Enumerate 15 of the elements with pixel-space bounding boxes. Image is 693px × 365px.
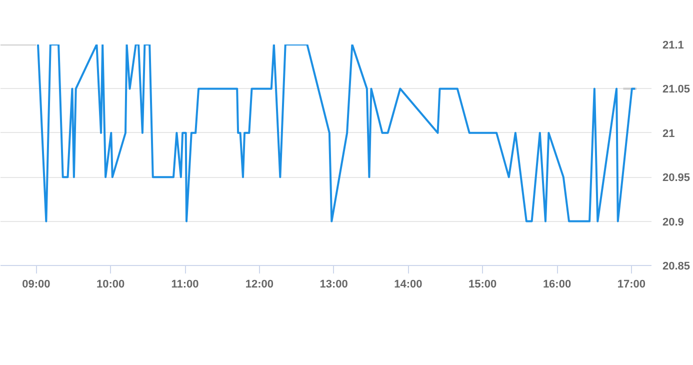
x-tick-label: 16:00 bbox=[542, 278, 572, 290]
x-tick-label: 17:00 bbox=[617, 278, 646, 290]
x-tick-label: 09:00 bbox=[22, 278, 50, 290]
y-tick-label: 20.9 bbox=[662, 216, 684, 228]
x-tick-label: 14:00 bbox=[394, 278, 422, 290]
x-tick-label: 10:00 bbox=[96, 278, 125, 290]
x-tick-label: 15:00 bbox=[468, 278, 497, 290]
y-tick-label: 20.85 bbox=[662, 260, 690, 272]
x-tick-label: 11:00 bbox=[171, 278, 199, 290]
y-tick-label: 21.1 bbox=[662, 40, 684, 52]
x-tick-label: 13:00 bbox=[320, 278, 348, 290]
x-tick-label: 12:00 bbox=[245, 278, 274, 290]
y-tick-label: 21 bbox=[662, 128, 675, 140]
y-tick-label: 21.05 bbox=[662, 84, 690, 96]
y-tick-label: 20.95 bbox=[662, 172, 690, 184]
